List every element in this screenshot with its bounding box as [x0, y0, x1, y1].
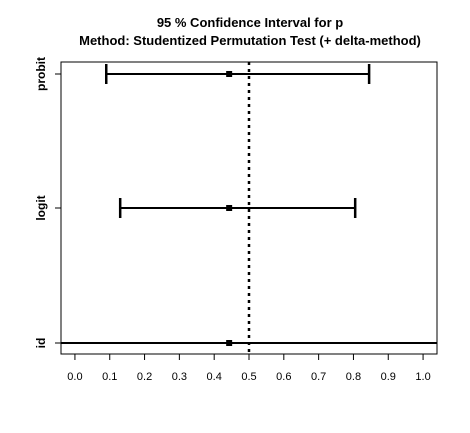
estimate-point-probit — [226, 71, 233, 77]
x-tick-label: 0.1 — [102, 371, 117, 383]
x-tick-label: 0.7 — [311, 371, 326, 383]
x-tick-label: 0.6 — [276, 371, 291, 383]
x-tick-label: 0.9 — [381, 371, 396, 383]
x-tick-label: 0.5 — [241, 371, 256, 383]
y-axis: id logit probit — [34, 57, 61, 348]
x-tick-label: 0.0 — [67, 371, 82, 383]
chart-marks — [61, 62, 437, 354]
x-axis: 0.0 0.1 0.2 0.3 0.4 0.5 0.6 0.7 0.8 0.9 1.0 — [67, 354, 431, 383]
x-tick-label: 0.4 — [207, 371, 222, 383]
estimate-point-logit — [226, 205, 233, 211]
chart-title: 95 % Confidence Interval for p — [157, 15, 343, 30]
y-category-label-id: id — [34, 338, 48, 349]
y-category-label-logit: logit — [34, 195, 48, 220]
y-category-label-probit: probit — [34, 57, 48, 91]
estimate-point-id — [226, 340, 233, 346]
x-tick-label: 0.8 — [346, 371, 361, 383]
x-tick-label: 0.3 — [172, 371, 187, 383]
chart-subtitle: Method: Studentized Permutation Test (+ … — [79, 33, 421, 48]
x-tick-label: 0.2 — [137, 371, 152, 383]
x-tick-label: 1.0 — [415, 371, 430, 383]
